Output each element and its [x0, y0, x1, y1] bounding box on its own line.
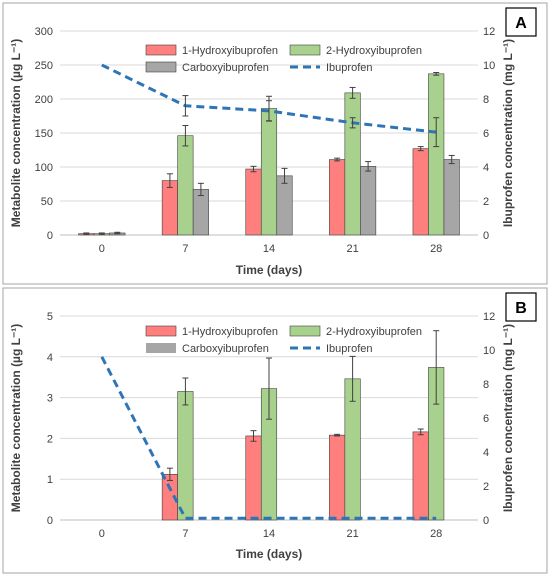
x-tick-label: 7 — [182, 243, 188, 255]
legend-label: Ibuprofen — [326, 343, 372, 355]
x-tick-label: 0 — [99, 528, 105, 540]
legend-label: 1-Hydroxyibuprofen — [182, 326, 278, 338]
bar — [344, 92, 361, 236]
bar — [412, 431, 429, 521]
y2-tick-label: 0 — [483, 230, 489, 242]
panel-label-box — [505, 292, 537, 322]
y-tick-label: 5 — [47, 311, 53, 323]
y-tick-label: 300 — [35, 26, 53, 38]
y2-tick-label: 8 — [483, 94, 489, 106]
y-tick-label: 1 — [47, 474, 53, 486]
x-tick-label: 21 — [346, 528, 358, 540]
y2-tick-label: 4 — [483, 162, 489, 174]
y-axis-title: Metabolite concentration (µg L⁻¹) — [9, 324, 23, 513]
x-tick-label: 28 — [430, 243, 442, 255]
y-axis-title: Metabolite concentration (µg L⁻¹) — [9, 39, 23, 228]
y2-axis-title: Ibuprofen concentration (mg L⁻¹) — [501, 324, 515, 512]
y2-tick-label: 8 — [483, 379, 489, 391]
y2-tick-label: 6 — [483, 128, 489, 140]
y2-tick-label: 6 — [483, 413, 489, 425]
ibuprofen-line — [100, 356, 437, 520]
legend-label: Carboxyibuprofen — [182, 62, 269, 74]
bar — [329, 434, 346, 521]
y2-tick-label: 4 — [483, 447, 489, 459]
legend-swatch — [289, 325, 321, 337]
y-tick-label: 2 — [47, 433, 53, 445]
bar — [192, 189, 209, 236]
bar — [177, 135, 194, 236]
bar — [443, 159, 460, 236]
y2-axis-title: Ibuprofen concentration (mg L⁻¹) — [501, 39, 515, 227]
legend-swatch — [146, 343, 176, 353]
y2-tick-label: 0 — [483, 515, 489, 527]
y-tick-label: 3 — [47, 393, 53, 405]
legend-swatch — [145, 44, 177, 56]
chart-panel-a: 0 50 100 150 200 250 300 0 2 4 6 8 10 12 0 7 14 21 28 1-Hyd… — [2, 2, 548, 285]
panel-label-box — [505, 7, 537, 37]
x-axis-title: Time (days) — [236, 263, 302, 277]
legend-swatch — [289, 44, 321, 56]
y2-tick-label: 12 — [483, 311, 495, 323]
y-tick-label: 200 — [35, 94, 53, 106]
bar — [428, 73, 445, 236]
bar — [329, 159, 346, 236]
x-tick-label: 0 — [99, 243, 105, 255]
x-tick-label: 7 — [182, 528, 188, 540]
y-tick-label: 4 — [47, 352, 53, 364]
y-tick-label: 100 — [35, 162, 53, 174]
y2-tick-label: 10 — [483, 60, 495, 72]
x-tick-label: 14 — [263, 528, 275, 540]
y2-tick-label: 12 — [483, 26, 495, 38]
y-tick-label: 250 — [35, 60, 53, 72]
legend-label: 2-Hydroxyibuprofen — [326, 45, 422, 57]
legend-label: Carboxyibuprofen — [182, 343, 269, 355]
legend-swatch — [145, 325, 177, 337]
bar — [360, 166, 377, 236]
legend-label: Ibuprofen — [326, 62, 372, 74]
x-tick-label: 14 — [263, 243, 275, 255]
bar — [245, 168, 262, 236]
bar — [412, 148, 429, 236]
y2-tick-label: 10 — [483, 345, 495, 357]
y2-tick-label: 2 — [483, 481, 489, 493]
bar — [276, 175, 293, 236]
bar — [161, 180, 178, 236]
y-tick-label: 50 — [41, 196, 53, 208]
x-tick-label: 28 — [430, 528, 442, 540]
bar — [245, 435, 262, 521]
y2-tick-label: 2 — [483, 196, 489, 208]
x-tick-label: 21 — [346, 243, 358, 255]
y-tick-label: 0 — [47, 230, 53, 242]
legend-label: 2-Hydroxyibuprofen — [326, 326, 422, 338]
bar — [177, 391, 194, 521]
panel-label: B — [515, 300, 527, 317]
panel-label: A — [515, 15, 527, 32]
bar — [260, 108, 278, 236]
legend-label: 1-Hydroxyibuprofen — [182, 45, 278, 57]
legend-swatch — [145, 61, 177, 73]
y-tick-label: 150 — [35, 128, 53, 140]
y-tick-label: 0 — [47, 515, 53, 527]
x-axis-title: Time (days) — [236, 547, 302, 561]
